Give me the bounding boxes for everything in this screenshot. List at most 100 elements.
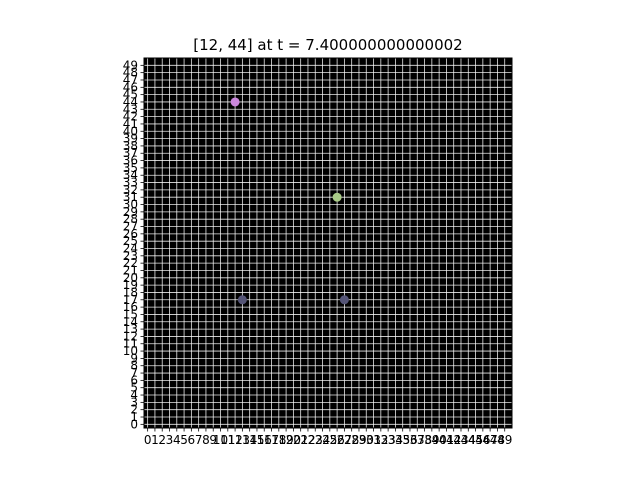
x-tick-label: 28 xyxy=(344,433,359,447)
y-tick-label: 47 xyxy=(123,73,138,87)
x-tick-label: 3 xyxy=(166,433,174,447)
x-tick-label: 23 xyxy=(308,433,323,447)
y-tick-label: 23 xyxy=(123,249,138,263)
x-tick-label: 18 xyxy=(271,433,286,447)
x-tick-label: 37 xyxy=(410,433,425,447)
y-tick-label: 43 xyxy=(123,102,138,116)
y-tick-label: 34 xyxy=(123,168,138,182)
x-tick-label: 41 xyxy=(439,433,454,447)
x-tick-label: 8 xyxy=(202,433,210,447)
y-tick-label: 49 xyxy=(123,58,138,72)
y-tick-label: 31 xyxy=(123,190,138,204)
x-tick-label: 40 xyxy=(431,433,446,447)
y-tick-label: 7 xyxy=(130,366,138,380)
y-tick-label: 16 xyxy=(123,300,138,314)
y-tick-label: 30 xyxy=(123,198,138,212)
scatter-point xyxy=(237,295,247,305)
x-tick-label: 1 xyxy=(151,433,159,447)
x-tick-label: 33 xyxy=(380,433,395,447)
y-tick-label: 24 xyxy=(123,241,138,255)
x-tick-label: 26 xyxy=(329,433,344,447)
y-tick-label: 8 xyxy=(130,359,138,373)
x-tick-label: 42 xyxy=(446,433,461,447)
y-tick-label: 36 xyxy=(123,154,138,168)
y-tick-label: 26 xyxy=(123,227,138,241)
x-tick-label: 16 xyxy=(257,433,272,447)
x-tick-label: 20 xyxy=(286,433,301,447)
x-tick-label: 43 xyxy=(453,433,468,447)
x-tick-label: 17 xyxy=(264,433,279,447)
grid-lines xyxy=(144,58,512,428)
y-tick-label: 1 xyxy=(130,410,138,424)
x-tick-label: 21 xyxy=(293,433,308,447)
x-tick-label: 9 xyxy=(209,433,217,447)
y-tick-label: 13 xyxy=(123,322,138,336)
y-tick-label: 18 xyxy=(123,285,138,299)
x-tick-label: 34 xyxy=(388,433,403,447)
x-tick-label: 46 xyxy=(475,433,490,447)
y-tick-label: 48 xyxy=(123,66,138,80)
y-tick-label: 20 xyxy=(123,271,138,285)
y-tick-label: 27 xyxy=(123,220,138,234)
scatter-point xyxy=(332,192,342,202)
x-tick-label: 31 xyxy=(366,433,381,447)
y-tick-label: 5 xyxy=(130,381,138,395)
x-tick-label: 47 xyxy=(482,433,497,447)
y-tick-label: 45 xyxy=(123,88,138,102)
y-tick-label: 46 xyxy=(123,80,138,94)
y-tick-label: 40 xyxy=(123,124,138,138)
x-tick-label: 10 xyxy=(213,433,228,447)
scatter-point xyxy=(339,295,349,305)
y-tick-label: 12 xyxy=(123,329,138,343)
x-tick-label: 48 xyxy=(490,433,505,447)
y-tick-label: 9 xyxy=(130,351,138,365)
x-tick-label: 19 xyxy=(278,433,293,447)
y-tick-label: 6 xyxy=(130,373,138,387)
x-tick-label: 44 xyxy=(461,433,476,447)
y-axis-ticks: 0123456789101112131415161718192021222324… xyxy=(123,58,144,431)
x-tick-label: 5 xyxy=(180,433,188,447)
y-tick-label: 25 xyxy=(123,234,138,248)
y-tick-label: 38 xyxy=(123,139,138,153)
x-tick-label: 15 xyxy=(249,433,264,447)
x-tick-label: 29 xyxy=(351,433,366,447)
data-points xyxy=(230,97,349,305)
y-tick-label: 3 xyxy=(130,395,138,409)
scatter-point xyxy=(230,97,240,107)
y-tick-label: 17 xyxy=(123,293,138,307)
y-tick-label: 32 xyxy=(123,183,138,197)
y-tick-label: 41 xyxy=(123,117,138,131)
y-tick-label: 44 xyxy=(123,95,138,109)
y-tick-label: 2 xyxy=(130,403,138,417)
y-tick-label: 42 xyxy=(123,110,138,124)
plot-area xyxy=(144,58,512,428)
x-tick-label: 2 xyxy=(158,433,166,447)
x-tick-label: 14 xyxy=(242,433,257,447)
x-tick-label: 38 xyxy=(417,433,432,447)
y-tick-label: 10 xyxy=(123,344,138,358)
x-tick-label: 6 xyxy=(188,433,196,447)
chart-title: [12, 44] at t = 7.400000000000002 xyxy=(193,36,462,54)
x-tick-label: 36 xyxy=(402,433,417,447)
x-tick-label: 25 xyxy=(322,433,337,447)
x-tick-label: 27 xyxy=(337,433,352,447)
y-tick-label: 33 xyxy=(123,176,138,190)
y-tick-label: 28 xyxy=(123,212,138,226)
x-tick-label: 49 xyxy=(497,433,512,447)
y-tick-label: 15 xyxy=(123,307,138,321)
y-tick-label: 4 xyxy=(130,388,138,402)
x-tick-label: 7 xyxy=(195,433,203,447)
y-tick-label: 39 xyxy=(123,132,138,146)
x-axis-ticks: 0 1 2 3 4 5 6 7 8 9101112131415161718192021222324… xyxy=(144,428,512,447)
y-tick-label: 11 xyxy=(123,337,138,351)
x-tick-label: 4 xyxy=(173,433,181,447)
x-tick-label: 39 xyxy=(424,433,439,447)
x-tick-label: 35 xyxy=(395,433,410,447)
x-tick-label: 13 xyxy=(235,433,250,447)
x-tick-label: 11 xyxy=(220,433,235,447)
y-tick-label: 35 xyxy=(123,161,138,175)
y-tick-label: 0 xyxy=(130,417,138,431)
plot-frame xyxy=(143,57,513,429)
x-tick-label: 22 xyxy=(300,433,315,447)
